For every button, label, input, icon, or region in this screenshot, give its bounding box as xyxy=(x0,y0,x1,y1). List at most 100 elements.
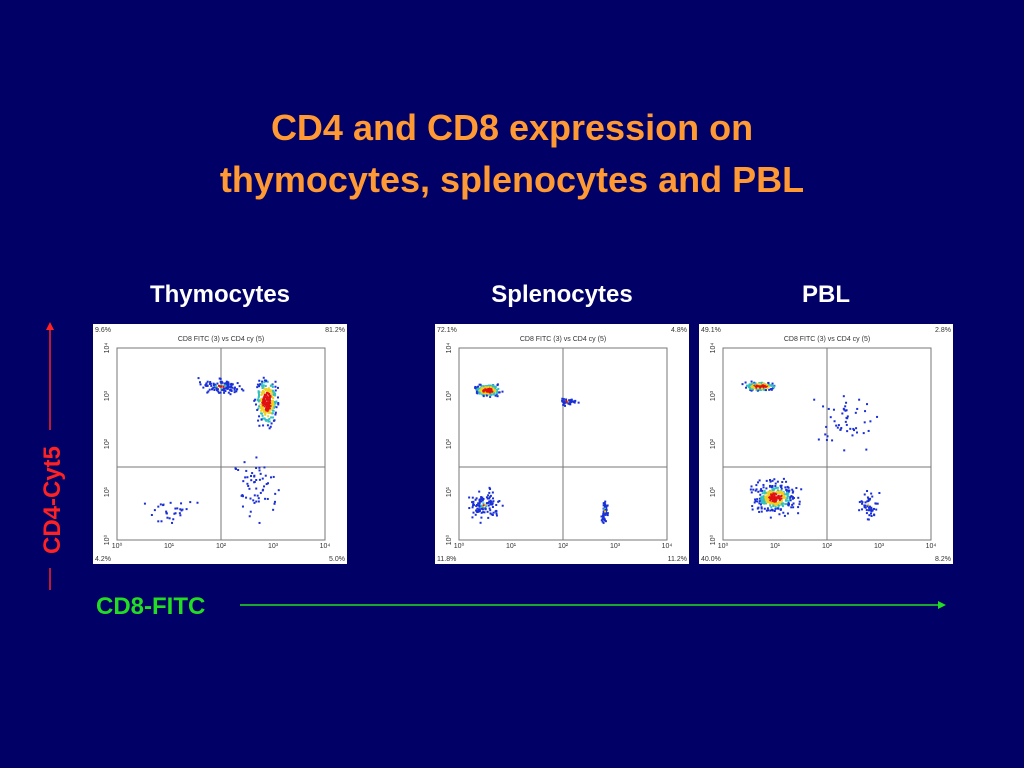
event-dot xyxy=(274,392,277,395)
event-dot xyxy=(265,483,268,486)
event-dot xyxy=(750,380,753,383)
event-dot xyxy=(491,491,494,494)
y-tick-label: 10⁰ xyxy=(709,535,717,546)
event-dot xyxy=(844,405,847,408)
event-dot xyxy=(866,505,869,508)
event-dot xyxy=(230,382,233,385)
event-dot xyxy=(602,521,605,524)
event-dot xyxy=(864,504,867,507)
event-dot xyxy=(488,496,491,499)
event-dot xyxy=(268,399,271,402)
event-dot xyxy=(487,392,490,395)
event-dot xyxy=(219,391,222,394)
event-dot xyxy=(791,503,794,506)
event-dot xyxy=(747,386,750,389)
event-dot xyxy=(775,503,778,506)
event-dot xyxy=(267,406,270,409)
event-dot xyxy=(750,389,753,392)
x-tick-label: 10⁰ xyxy=(454,542,465,550)
event-dot xyxy=(216,388,219,391)
event-dot xyxy=(263,417,266,420)
event-dot xyxy=(563,400,566,403)
event-dot xyxy=(263,399,266,402)
event-dot xyxy=(478,504,481,507)
event-dot xyxy=(772,385,775,388)
event-dot xyxy=(501,390,504,393)
event-dot xyxy=(829,416,832,419)
event-dot xyxy=(567,400,570,403)
event-dot xyxy=(756,500,759,503)
event-dot xyxy=(259,472,262,475)
y-tick-label: 10⁴ xyxy=(104,343,111,354)
event-dot xyxy=(476,388,479,391)
event-dot xyxy=(259,403,262,406)
event-dot xyxy=(774,502,777,505)
event-dot xyxy=(262,406,265,409)
event-dot xyxy=(492,384,495,387)
event-dot xyxy=(261,392,264,395)
event-dot xyxy=(762,495,765,498)
event-dot xyxy=(217,390,220,393)
event-dot xyxy=(495,503,498,506)
event-dot xyxy=(221,381,224,384)
event-dot xyxy=(772,492,775,495)
event-dot xyxy=(781,481,784,484)
event-dot xyxy=(746,384,749,387)
event-dot xyxy=(845,423,848,426)
event-dot xyxy=(468,496,471,499)
event-dot xyxy=(767,383,770,386)
event-dot xyxy=(272,475,275,478)
event-dot xyxy=(775,486,778,489)
event-dot xyxy=(782,502,785,505)
event-dot xyxy=(861,502,864,505)
event-dot xyxy=(274,385,277,388)
event-dot xyxy=(489,386,492,389)
event-dot xyxy=(265,387,268,390)
event-dot xyxy=(226,384,229,387)
y-tick-label: 10⁰ xyxy=(103,535,111,546)
event-dot xyxy=(210,384,213,387)
event-dot xyxy=(267,420,270,423)
event-dot xyxy=(764,491,767,494)
event-dot xyxy=(563,402,566,405)
x-tick-label: 10⁴ xyxy=(662,543,673,550)
event-dot xyxy=(785,488,788,491)
event-dot xyxy=(261,403,264,406)
event-dot xyxy=(605,508,608,511)
event-dot xyxy=(208,382,211,385)
event-dot xyxy=(264,418,267,421)
event-dot xyxy=(272,402,275,405)
event-dot xyxy=(261,401,264,404)
event-dot xyxy=(858,509,861,512)
event-dot xyxy=(480,504,483,507)
event-dot xyxy=(220,382,223,385)
event-dot xyxy=(603,519,606,522)
event-dot xyxy=(775,493,778,496)
event-dot xyxy=(562,403,565,406)
event-dot xyxy=(495,392,498,395)
event-dot xyxy=(755,488,758,491)
quadrant-percent: 11.2% xyxy=(668,556,687,563)
event-dot xyxy=(863,493,866,496)
quadrant-percent: 40.0% xyxy=(701,556,721,563)
event-dot xyxy=(778,489,781,492)
event-dot xyxy=(496,384,499,387)
event-dot xyxy=(262,404,265,407)
event-dot xyxy=(568,402,571,405)
event-dot xyxy=(157,505,160,508)
event-dot xyxy=(776,489,779,492)
event-dot xyxy=(754,500,757,503)
event-dot xyxy=(753,385,756,388)
x-tick-label: 10¹ xyxy=(506,543,517,550)
event-dot xyxy=(237,468,240,471)
event-dot xyxy=(475,391,478,394)
event-dot xyxy=(760,385,763,388)
event-dot xyxy=(225,383,228,386)
event-dot xyxy=(494,387,497,390)
event-dot xyxy=(763,490,766,493)
event-dot xyxy=(257,395,260,398)
event-dot xyxy=(255,456,258,459)
event-dot xyxy=(604,520,607,523)
event-dot xyxy=(268,390,271,393)
event-dot xyxy=(762,386,765,389)
